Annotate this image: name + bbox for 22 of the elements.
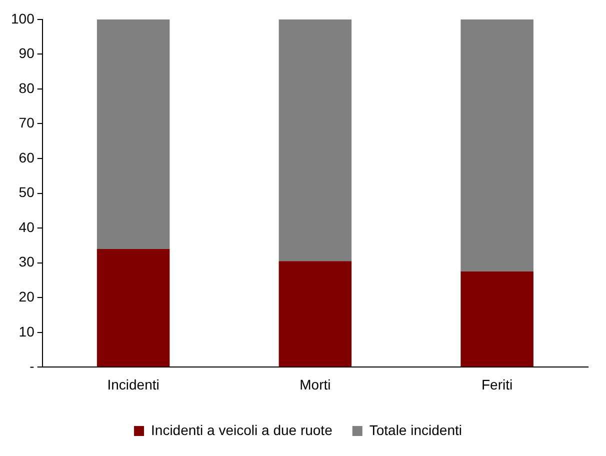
x-tick-label: Morti [300, 376, 331, 392]
bar [278, 261, 352, 367]
legend-label: Totale incidenti [369, 422, 462, 438]
x-tick-label: Feriti [481, 376, 513, 392]
y-tick-label: 90 [18, 45, 35, 62]
y-tick-label: - [30, 358, 35, 374]
bar [460, 272, 534, 367]
y-tick-label: 30 [18, 254, 35, 270]
y-tick-label: 70 [18, 114, 35, 131]
y-tick-label: 20 [18, 288, 35, 304]
bar [96, 248, 170, 367]
legend-label: Incidenti a veicoli a due ruote [151, 422, 333, 438]
y-tick-label: 10 [18, 323, 35, 340]
bar [460, 19, 534, 272]
bar [278, 19, 352, 262]
y-tick-label: 60 [18, 149, 35, 166]
y-tick-label: 40 [18, 218, 35, 235]
bar [96, 19, 170, 249]
y-tick-label: 80 [18, 80, 35, 96]
y-tick-label: 100 [11, 10, 35, 26]
x-tick-label: Incidenti [107, 376, 160, 392]
y-tick-label: 50 [18, 184, 35, 200]
